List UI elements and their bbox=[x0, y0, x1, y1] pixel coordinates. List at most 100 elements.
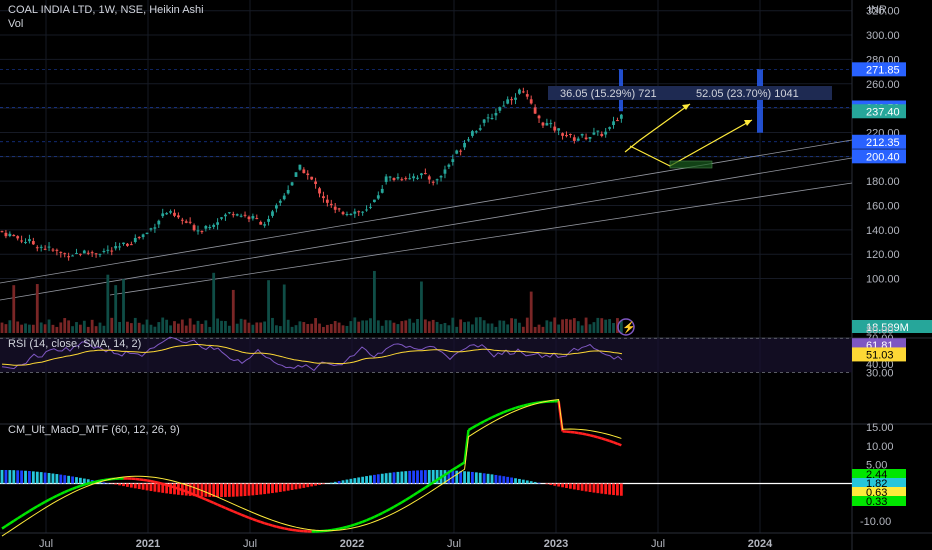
macd-histogram-bar bbox=[318, 483, 321, 485]
volume-bar bbox=[200, 323, 204, 333]
candle bbox=[271, 211, 274, 216]
candle bbox=[369, 206, 372, 208]
volume-bar bbox=[565, 318, 568, 333]
candle bbox=[463, 143, 466, 148]
macd-line-segment bbox=[240, 513, 246, 518]
candle bbox=[302, 169, 306, 174]
macd-line-segment bbox=[244, 515, 250, 519]
macd-line-segment bbox=[52, 494, 58, 499]
volume-bar bbox=[333, 321, 337, 333]
volume-bar bbox=[384, 320, 388, 333]
macd-line-segment bbox=[432, 478, 438, 484]
macd-histogram-bar bbox=[98, 481, 102, 484]
volume-bar bbox=[278, 326, 282, 333]
macd-line-segment bbox=[174, 486, 179, 490]
volume-bar bbox=[518, 322, 521, 333]
volume-bar bbox=[298, 321, 302, 333]
volume-bar bbox=[67, 320, 71, 333]
price-tick-label: 180.00 bbox=[866, 176, 900, 188]
volume-bar bbox=[576, 321, 580, 333]
candle bbox=[220, 217, 223, 219]
macd-histogram-bar bbox=[596, 483, 600, 494]
candle bbox=[94, 253, 98, 255]
macd-line-segment bbox=[377, 511, 383, 517]
volume-bar bbox=[98, 322, 102, 333]
macd-histogram-bar bbox=[204, 483, 208, 497]
volume-bar bbox=[361, 320, 365, 333]
volume-bar bbox=[118, 321, 121, 333]
macd-line-segment bbox=[197, 495, 203, 500]
volume-bar bbox=[282, 284, 286, 333]
macd-line-segment bbox=[40, 500, 46, 506]
volume-bar bbox=[337, 322, 341, 333]
macd-histogram-bar bbox=[619, 483, 623, 496]
macd-histogram-bar bbox=[529, 481, 533, 484]
volume-bar bbox=[243, 319, 247, 333]
candle bbox=[282, 195, 286, 200]
volume-bar bbox=[373, 270, 376, 333]
candle bbox=[35, 247, 39, 249]
macd-line-segment bbox=[87, 481, 93, 485]
volume-bar bbox=[55, 326, 59, 333]
candle bbox=[310, 176, 314, 180]
macd-line-segment bbox=[483, 418, 489, 423]
macd-histogram-bar bbox=[482, 473, 486, 484]
volume-bar bbox=[353, 317, 357, 333]
macd-line-segment bbox=[32, 505, 38, 510]
macd-histogram-bar bbox=[165, 483, 169, 494]
price-tag-box bbox=[852, 149, 906, 164]
macd-line-segment bbox=[64, 489, 70, 494]
macd-histogram-bar bbox=[545, 483, 549, 485]
macd-line-segment bbox=[232, 510, 238, 515]
macd-histogram-bar bbox=[420, 470, 423, 484]
time-tick-label: 2022 bbox=[340, 538, 364, 550]
volume-bar bbox=[235, 323, 239, 333]
candle bbox=[188, 221, 192, 223]
volume-bar bbox=[408, 318, 412, 333]
volume-bar bbox=[286, 319, 290, 333]
volume-bar bbox=[12, 285, 16, 333]
macd-line-segment bbox=[373, 513, 379, 518]
volume-bar bbox=[404, 320, 408, 333]
macd-line-segment bbox=[185, 490, 191, 495]
volume-bar bbox=[208, 326, 212, 333]
candle bbox=[427, 176, 431, 180]
candle bbox=[231, 214, 235, 216]
volume-bar bbox=[251, 324, 255, 333]
arrowhead-1 bbox=[682, 104, 690, 110]
candle bbox=[525, 94, 529, 97]
macd-histogram-bar bbox=[247, 483, 251, 496]
volume-bar bbox=[290, 326, 294, 333]
price-tag-label: 212.35 bbox=[866, 137, 900, 149]
macd-line-segment bbox=[60, 490, 66, 495]
candle bbox=[514, 97, 517, 100]
macd-line-segment bbox=[350, 523, 356, 527]
volume-bar bbox=[443, 322, 447, 333]
candle bbox=[306, 173, 310, 176]
macd-histogram-bar bbox=[86, 479, 90, 484]
macd-histogram-bar bbox=[408, 470, 412, 484]
price-axis[interactable]: 100.00120.00140.00160.00180.00200.00220.… bbox=[852, 0, 932, 528]
macd-line-segment bbox=[613, 441, 618, 445]
volume-bar bbox=[471, 324, 474, 333]
candle bbox=[584, 137, 588, 140]
price-tick-label: 260.00 bbox=[866, 79, 900, 91]
volume-bar bbox=[212, 272, 216, 333]
price-tick-label: 120.00 bbox=[866, 249, 900, 261]
macd-histogram-bar bbox=[133, 483, 137, 489]
time-axis[interactable]: Jul 2021 Jul 2022 Jul 2023 Jul 2024 bbox=[39, 538, 773, 550]
macd-histogram-bar bbox=[569, 483, 572, 489]
candle bbox=[612, 121, 615, 126]
macd-line-segment bbox=[436, 476, 442, 481]
projection-arrow-1 bbox=[624, 103, 691, 153]
volume-bar bbox=[592, 322, 596, 333]
macd-histogram-bar bbox=[271, 483, 274, 494]
volume-bar bbox=[427, 321, 431, 333]
macd-histogram-bar bbox=[561, 483, 564, 488]
candle bbox=[212, 224, 216, 227]
macd-tag-box bbox=[852, 487, 906, 497]
lightning-badge[interactable]: ⚡ bbox=[617, 318, 636, 336]
time-tick-label: Jul bbox=[651, 538, 665, 550]
macd-histogram-bar bbox=[616, 483, 619, 496]
